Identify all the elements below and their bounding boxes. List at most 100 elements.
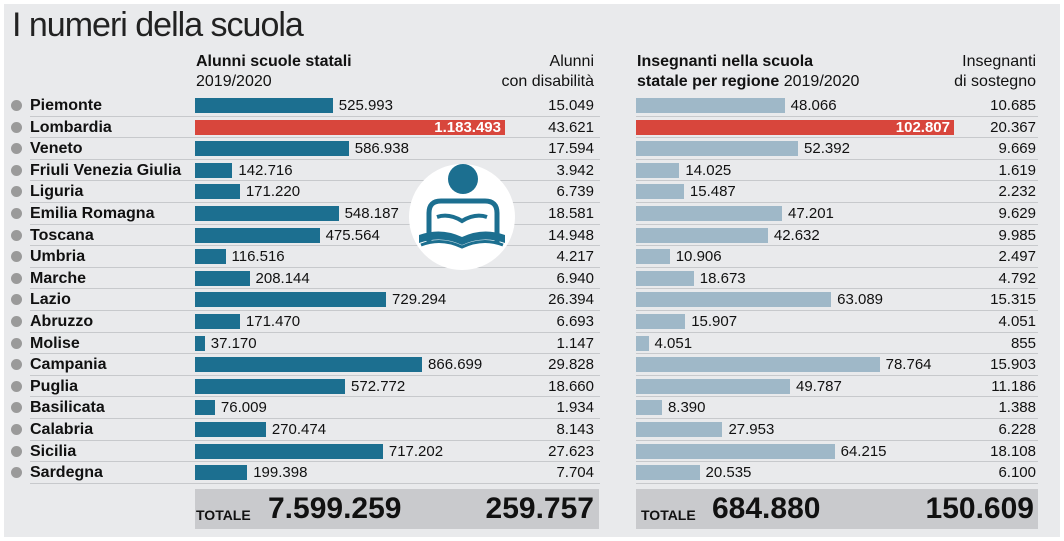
support-value: 18.108 xyxy=(990,442,1036,460)
region-label: Emilia Romagna xyxy=(30,205,155,222)
row-divider xyxy=(30,180,600,182)
region-bullet xyxy=(11,445,22,457)
region-label: Friuli Venezia Giulia xyxy=(30,161,182,179)
row-divider xyxy=(30,115,600,117)
region-label: Campania xyxy=(30,356,107,374)
teacher-value-label: 48.066 xyxy=(790,97,837,114)
teacher-value-label: 52.392 xyxy=(804,140,850,158)
row-divider xyxy=(636,180,1038,182)
students-header-year: 2019/2020 xyxy=(196,73,272,90)
row-divider xyxy=(30,288,600,290)
students-total-label: TOTALE xyxy=(196,507,251,523)
teacher-value-label: 20.535 xyxy=(705,464,752,482)
student-value-label: 475.564 xyxy=(325,226,380,244)
teacher-value-label: 47.201 xyxy=(788,205,834,222)
teacher-value-label: 10.906 xyxy=(675,248,722,266)
region-bullet xyxy=(11,402,22,414)
students-header-title: Alunni scuole statali xyxy=(196,53,352,70)
support-header-line2: di sostegno xyxy=(954,73,1036,90)
support-total-value: 150.609 xyxy=(925,492,1034,525)
row-divider xyxy=(30,137,600,139)
student-value-label: 37.170 xyxy=(210,334,257,352)
disability-total-value: 259.757 xyxy=(485,492,594,525)
row-divider xyxy=(30,396,600,398)
teacher-bar xyxy=(636,119,954,135)
student-value-label: 729.294 xyxy=(392,291,447,309)
support-value: 4.051 xyxy=(998,313,1036,330)
row-divider xyxy=(30,461,600,463)
support-value: 1.619 xyxy=(998,161,1036,179)
support-value: 6.100 xyxy=(998,464,1036,482)
region-bullet xyxy=(11,272,22,284)
disability-value: 6.693 xyxy=(556,313,594,330)
teacher-bar xyxy=(636,443,835,459)
disability-value: 43.621 xyxy=(548,118,594,136)
region-bullet xyxy=(11,424,22,435)
teachers-header-title-line2: statale per regione xyxy=(637,73,780,90)
student-value-label: 1.183.493 xyxy=(434,118,501,136)
disability-value: 26.394 xyxy=(548,291,594,309)
disability-value: 3.942 xyxy=(556,161,594,179)
teacher-bar xyxy=(636,292,832,308)
student-value-label: 572.772 xyxy=(351,377,406,395)
student-value-label: 525.993 xyxy=(338,97,393,114)
row-divider xyxy=(636,331,1038,333)
region-label: Molise xyxy=(30,334,80,352)
teachers-total-value: 684.880 xyxy=(712,492,821,525)
infographic-panel xyxy=(4,4,1060,537)
support-value: 4.792 xyxy=(998,269,1036,287)
student-bar xyxy=(195,314,240,329)
support-value: 15.903 xyxy=(990,356,1036,374)
region-bullet xyxy=(11,164,22,176)
row-divider xyxy=(30,266,600,268)
region-bullet xyxy=(11,143,22,155)
teacher-bar xyxy=(636,378,790,394)
teacher-bar xyxy=(636,141,799,157)
disability-value: 27.623 xyxy=(548,442,594,460)
disability-value: 17.594 xyxy=(548,140,594,158)
teacher-bar xyxy=(636,227,768,243)
teacher-bar xyxy=(636,98,785,113)
student-bar xyxy=(195,357,423,373)
teacher-bar xyxy=(636,422,723,437)
row-divider xyxy=(30,418,600,419)
disability-value: 4.217 xyxy=(556,248,594,266)
row-divider xyxy=(636,353,1038,355)
row-divider xyxy=(636,310,1038,311)
student-bar xyxy=(195,98,333,113)
disability-value: 8.143 xyxy=(556,421,594,438)
region-label: Puglia xyxy=(30,377,79,395)
student-value-label: 199.398 xyxy=(253,464,308,482)
row-divider xyxy=(30,353,600,355)
region-label: Lazio xyxy=(30,291,71,309)
region-bullet xyxy=(11,100,22,111)
row-divider xyxy=(636,158,1038,160)
teachers-total-label: TOTALE xyxy=(641,507,696,523)
teacher-bar xyxy=(636,270,694,286)
student-value-label: 586.938 xyxy=(354,140,409,158)
region-bullet xyxy=(11,294,22,306)
student-value-label: 866.699 xyxy=(428,356,483,374)
row-divider xyxy=(636,374,1038,376)
row-divider xyxy=(636,115,1038,117)
students-total-value: 7.599.259 xyxy=(268,492,402,525)
row-divider xyxy=(636,418,1038,419)
students-total-box xyxy=(195,489,599,529)
teacher-bar xyxy=(636,335,649,351)
teacher-bar xyxy=(636,184,684,200)
support-header: Insegnanti di sostegno xyxy=(910,52,1036,92)
teachers-header-year: 2019/2020 xyxy=(783,73,860,90)
row-divider xyxy=(636,266,1038,268)
student-value-label: 142.716 xyxy=(238,161,293,179)
row-divider xyxy=(636,439,1038,441)
disability-value: 7.704 xyxy=(556,464,594,482)
region-label: Basilicata xyxy=(30,399,105,417)
row-divider xyxy=(30,374,600,376)
disability-value: 29.828 xyxy=(548,356,594,374)
teachers-header-title-line1: Insegnanti nella scuola xyxy=(637,53,814,70)
student-bar xyxy=(195,443,383,459)
row-divider xyxy=(636,288,1038,290)
student-bar xyxy=(195,249,226,265)
region-bullet xyxy=(11,316,22,327)
support-value: 2.232 xyxy=(998,183,1036,201)
